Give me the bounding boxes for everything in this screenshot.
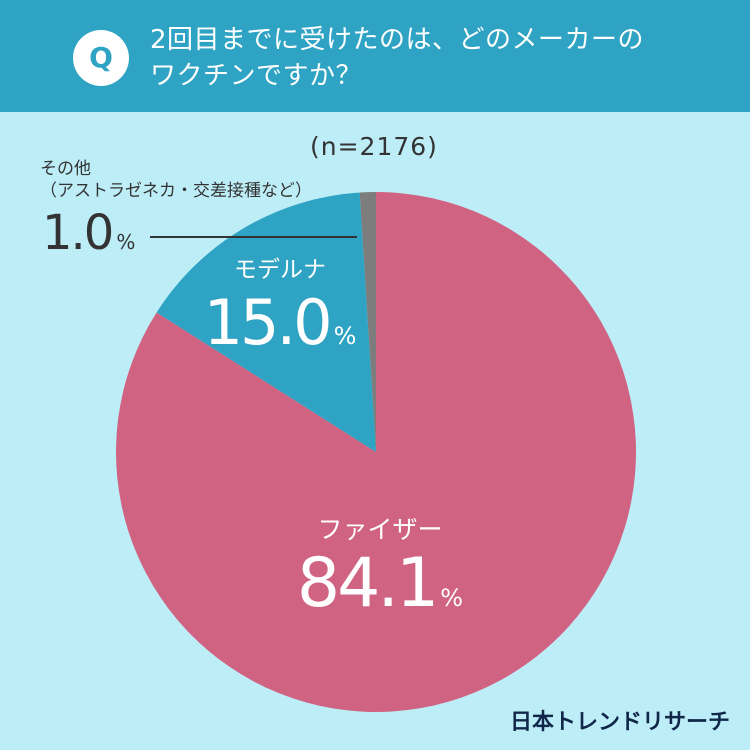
pie-slice-moderna <box>156 192 376 452</box>
other-label: その他 （アストラゼネカ・交差接種など） <box>40 158 312 202</box>
moderna-percentage: 15.0% <box>180 286 380 359</box>
brand-logo: 日本トレンドリサーチ <box>509 710 730 735</box>
other-percentage: 1.0% <box>42 205 135 261</box>
question-title: 2回目までに受けたのは、どのメーカーの ワクチンですか？ <box>150 22 710 94</box>
other-value: 1.0 <box>42 205 114 261</box>
sample-size: (n=2176) <box>310 132 438 161</box>
other-name: その他 <box>40 159 91 179</box>
question-line-2: ワクチンですか？ <box>150 61 363 91</box>
question-header: Q 2回目までに受けたのは、どのメーカーの ワクチンですか？ <box>0 0 750 112</box>
moderna-value: 15.0 <box>203 286 333 359</box>
pfizer-label: ファイザー <box>317 515 443 544</box>
other-leader-line <box>150 236 357 238</box>
moderna-unit: % <box>333 322 357 350</box>
question-line-1: 2回目までに受けたのは、どのメーカーの <box>150 25 645 55</box>
other-sublabel: （アストラゼネカ・交差接種など） <box>40 181 312 201</box>
pfizer-percentage: 84.1% <box>260 544 500 623</box>
q-badge: Q <box>73 30 129 86</box>
other-unit: % <box>116 230 136 254</box>
pfizer-value: 84.1 <box>296 544 439 623</box>
moderna-label: モデルナ <box>234 257 326 283</box>
pfizer-unit: % <box>440 584 464 612</box>
pie-slice-other <box>359 192 376 452</box>
